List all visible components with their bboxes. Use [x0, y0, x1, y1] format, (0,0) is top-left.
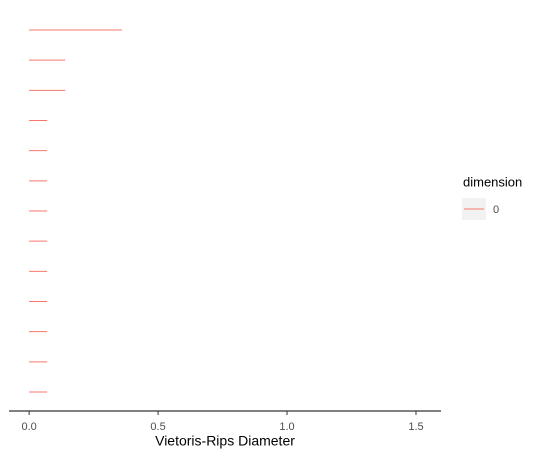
x-tick-label: 1.5 — [408, 421, 423, 433]
legend-label: 0 — [493, 204, 499, 216]
x-tick-label: 1.0 — [279, 421, 294, 433]
x-tick-label: 0.0 — [21, 421, 36, 433]
legend-title: dimension — [463, 174, 522, 189]
x-tick-label: 0.5 — [150, 421, 165, 433]
x-axis-title: Vietoris-Rips Diameter — [155, 433, 295, 449]
